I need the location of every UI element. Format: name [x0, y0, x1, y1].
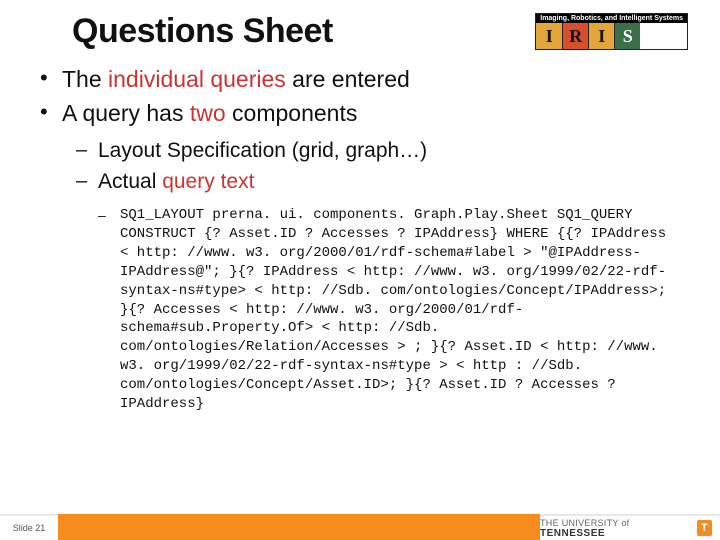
subbullet-2-highlight: query text — [162, 170, 254, 193]
footer-university: THE UNIVERSITY of TENNESSEE T — [540, 514, 720, 540]
iris-letter-i2: I — [588, 23, 614, 49]
bullet-list-level2: Layout Specification (grid, graph…) Actu… — [76, 137, 680, 196]
subbullet-1: Layout Specification (grid, graph…) — [76, 137, 680, 165]
bullet-2-suffix: components — [226, 100, 358, 126]
code-item: SQ1_LAYOUT prerna. ui. components. Graph… — [98, 206, 680, 414]
iris-logo-bar: Imaging, Robotics, and Intelligent Syste… — [536, 14, 687, 23]
content-area: The individual queries are entered A que… — [0, 59, 720, 414]
title-row: Questions Sheet Imaging, Robotics, and I… — [0, 0, 720, 59]
bullet-2-prefix: A query has — [62, 100, 190, 126]
slide-title: Questions Sheet — [72, 12, 333, 51]
bullet-2-highlight: two — [190, 100, 226, 126]
bullet-1: The individual queries are entered — [40, 63, 680, 95]
university-small: THE UNIVERSITY of — [540, 518, 629, 528]
iris-logo-letters: I R I S — [536, 23, 687, 49]
university-label: THE UNIVERSITY of TENNESSEE — [540, 518, 693, 539]
bullet-1-highlight: individual queries — [108, 66, 286, 92]
iris-letter-s: S — [614, 23, 640, 49]
bullet-1-suffix: are entered — [286, 66, 410, 92]
footer-orange-bar — [58, 514, 540, 540]
university-big: TENNESSEE — [540, 528, 605, 539]
iris-letter-r: R — [562, 23, 588, 49]
slide-container: Questions Sheet Imaging, Robotics, and I… — [0, 0, 720, 540]
code-block: SQ1_LAYOUT prerna. ui. components. Graph… — [98, 206, 680, 414]
bullet-2: A query has two components Layout Specif… — [40, 97, 680, 414]
slide-number: Slide 21 — [0, 514, 58, 540]
ut-mark-icon: T — [697, 520, 713, 536]
code-text: SQ1_LAYOUT prerna. ui. components. Graph… — [120, 206, 680, 414]
bullet-list-level1: The individual queries are entered A que… — [40, 63, 680, 414]
bullet-1-prefix: The — [62, 66, 108, 92]
subbullet-2-prefix: Actual — [98, 170, 162, 193]
iris-letter-i1: I — [536, 23, 562, 49]
iris-logo: Imaging, Robotics, and Intelligent Syste… — [535, 13, 688, 50]
footer: Slide 21 THE UNIVERSITY of TENNESSEE T — [0, 514, 720, 540]
subbullet-2: Actual query text — [76, 168, 680, 196]
